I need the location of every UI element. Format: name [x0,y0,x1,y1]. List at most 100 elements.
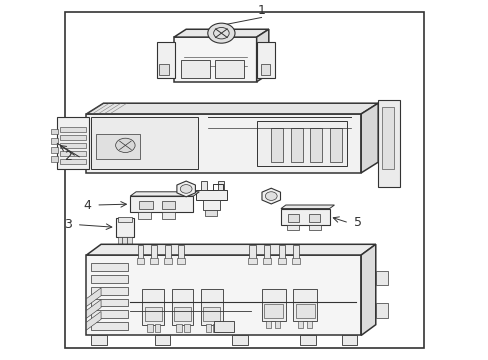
Bar [51,129,58,134]
Polygon shape [86,103,377,114]
Bar [91,335,107,345]
Bar [157,42,175,78]
Bar [171,289,193,325]
Bar [232,335,247,345]
Bar [154,335,170,345]
Bar [381,107,393,169]
Text: 3: 3 [64,218,72,231]
Bar [260,64,270,75]
Bar [122,237,126,244]
Bar [178,245,184,258]
Bar [136,257,144,264]
Bar [295,304,314,318]
Bar [264,304,283,318]
Bar [159,64,169,75]
Bar [86,114,361,173]
Bar [51,147,58,153]
Polygon shape [86,244,375,255]
Bar [130,196,193,212]
Circle shape [116,138,135,153]
Bar [281,208,329,225]
Bar [60,151,86,156]
Bar [150,257,158,264]
Bar [292,245,299,258]
Text: 2: 2 [64,150,72,163]
Bar [275,321,280,328]
Bar [341,335,357,345]
Bar [261,289,285,321]
Text: 1: 1 [257,4,265,17]
Bar [196,190,227,200]
Bar [249,245,255,258]
Text: 5: 5 [353,216,361,229]
Bar [203,200,220,210]
Bar [118,217,131,222]
Bar [91,298,127,306]
Polygon shape [281,205,334,208]
Polygon shape [130,192,199,196]
Bar [91,322,127,330]
Circle shape [265,192,277,201]
Bar [57,117,89,169]
Bar [127,237,131,244]
Bar [91,275,127,283]
Bar [60,143,86,148]
Bar [286,225,298,230]
Bar [205,324,211,332]
Bar [291,257,300,264]
Bar [287,214,298,222]
Bar [137,245,143,258]
Bar [256,121,346,166]
Bar [263,257,271,264]
Bar [308,225,321,230]
Bar [377,100,399,187]
Bar [203,307,220,321]
Bar [214,321,233,332]
Bar [204,210,216,216]
Bar [91,263,127,271]
Bar [91,310,127,318]
Bar [215,60,244,78]
Bar [308,214,319,222]
Bar [266,321,271,328]
Bar [264,245,270,258]
Bar [329,128,341,162]
Polygon shape [86,311,101,330]
Bar [256,42,275,78]
Polygon shape [86,300,101,318]
Bar [51,157,58,162]
Text: 4: 4 [83,198,91,212]
Polygon shape [174,29,268,37]
Bar [96,134,140,158]
Bar [217,181,223,190]
Bar [51,138,58,144]
Polygon shape [361,244,375,336]
Bar [162,212,175,219]
Bar [375,271,387,285]
Bar [201,289,222,325]
Bar [147,324,153,332]
Bar [181,60,210,78]
Bar [60,159,86,164]
Bar [116,217,134,237]
Bar [174,37,256,82]
Bar [271,128,283,162]
Bar [142,289,164,325]
Bar [91,287,127,295]
Bar [139,202,152,208]
Bar [144,307,162,321]
Bar [292,289,317,321]
Bar [164,245,170,258]
Bar [375,303,387,318]
Bar [117,237,122,244]
Polygon shape [256,29,268,82]
Bar [300,335,315,345]
Bar [248,257,256,264]
Polygon shape [177,181,195,197]
Bar [177,257,185,264]
Polygon shape [86,288,101,306]
Bar [290,128,302,162]
Bar [64,12,424,348]
Bar [60,127,86,132]
Bar [86,255,361,336]
